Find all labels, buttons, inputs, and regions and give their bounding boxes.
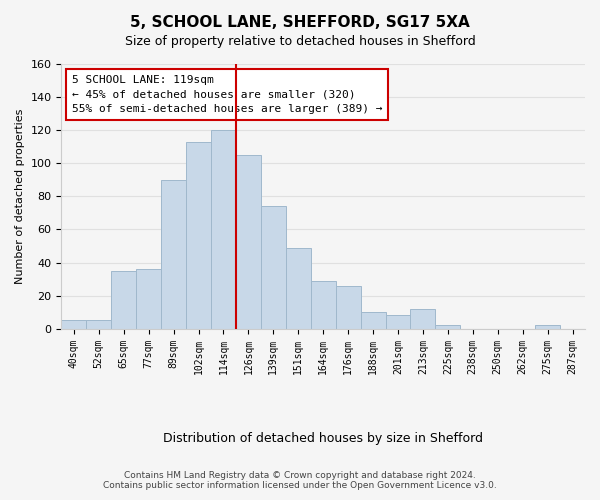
Bar <box>86 320 111 328</box>
Y-axis label: Number of detached properties: Number of detached properties <box>15 108 25 284</box>
Bar <box>111 271 136 328</box>
Bar <box>436 326 460 328</box>
Bar <box>261 206 286 328</box>
Bar <box>386 316 410 328</box>
Text: 5 SCHOOL LANE: 119sqm
← 45% of detached houses are smaller (320)
55% of semi-det: 5 SCHOOL LANE: 119sqm ← 45% of detached … <box>72 74 382 114</box>
Bar <box>211 130 236 328</box>
Bar <box>335 286 361 329</box>
Bar <box>186 142 211 328</box>
Bar <box>361 312 386 328</box>
Bar <box>61 320 86 328</box>
Bar <box>535 326 560 328</box>
Text: Contains HM Land Registry data © Crown copyright and database right 2024.
Contai: Contains HM Land Registry data © Crown c… <box>103 470 497 490</box>
Text: 5, SCHOOL LANE, SHEFFORD, SG17 5XA: 5, SCHOOL LANE, SHEFFORD, SG17 5XA <box>130 15 470 30</box>
Bar <box>311 280 335 328</box>
Bar <box>161 180 186 328</box>
Bar <box>410 309 436 328</box>
Bar <box>236 155 261 328</box>
Bar <box>286 248 311 328</box>
Text: Size of property relative to detached houses in Shefford: Size of property relative to detached ho… <box>125 35 475 48</box>
X-axis label: Distribution of detached houses by size in Shefford: Distribution of detached houses by size … <box>163 432 483 445</box>
Bar <box>136 269 161 328</box>
